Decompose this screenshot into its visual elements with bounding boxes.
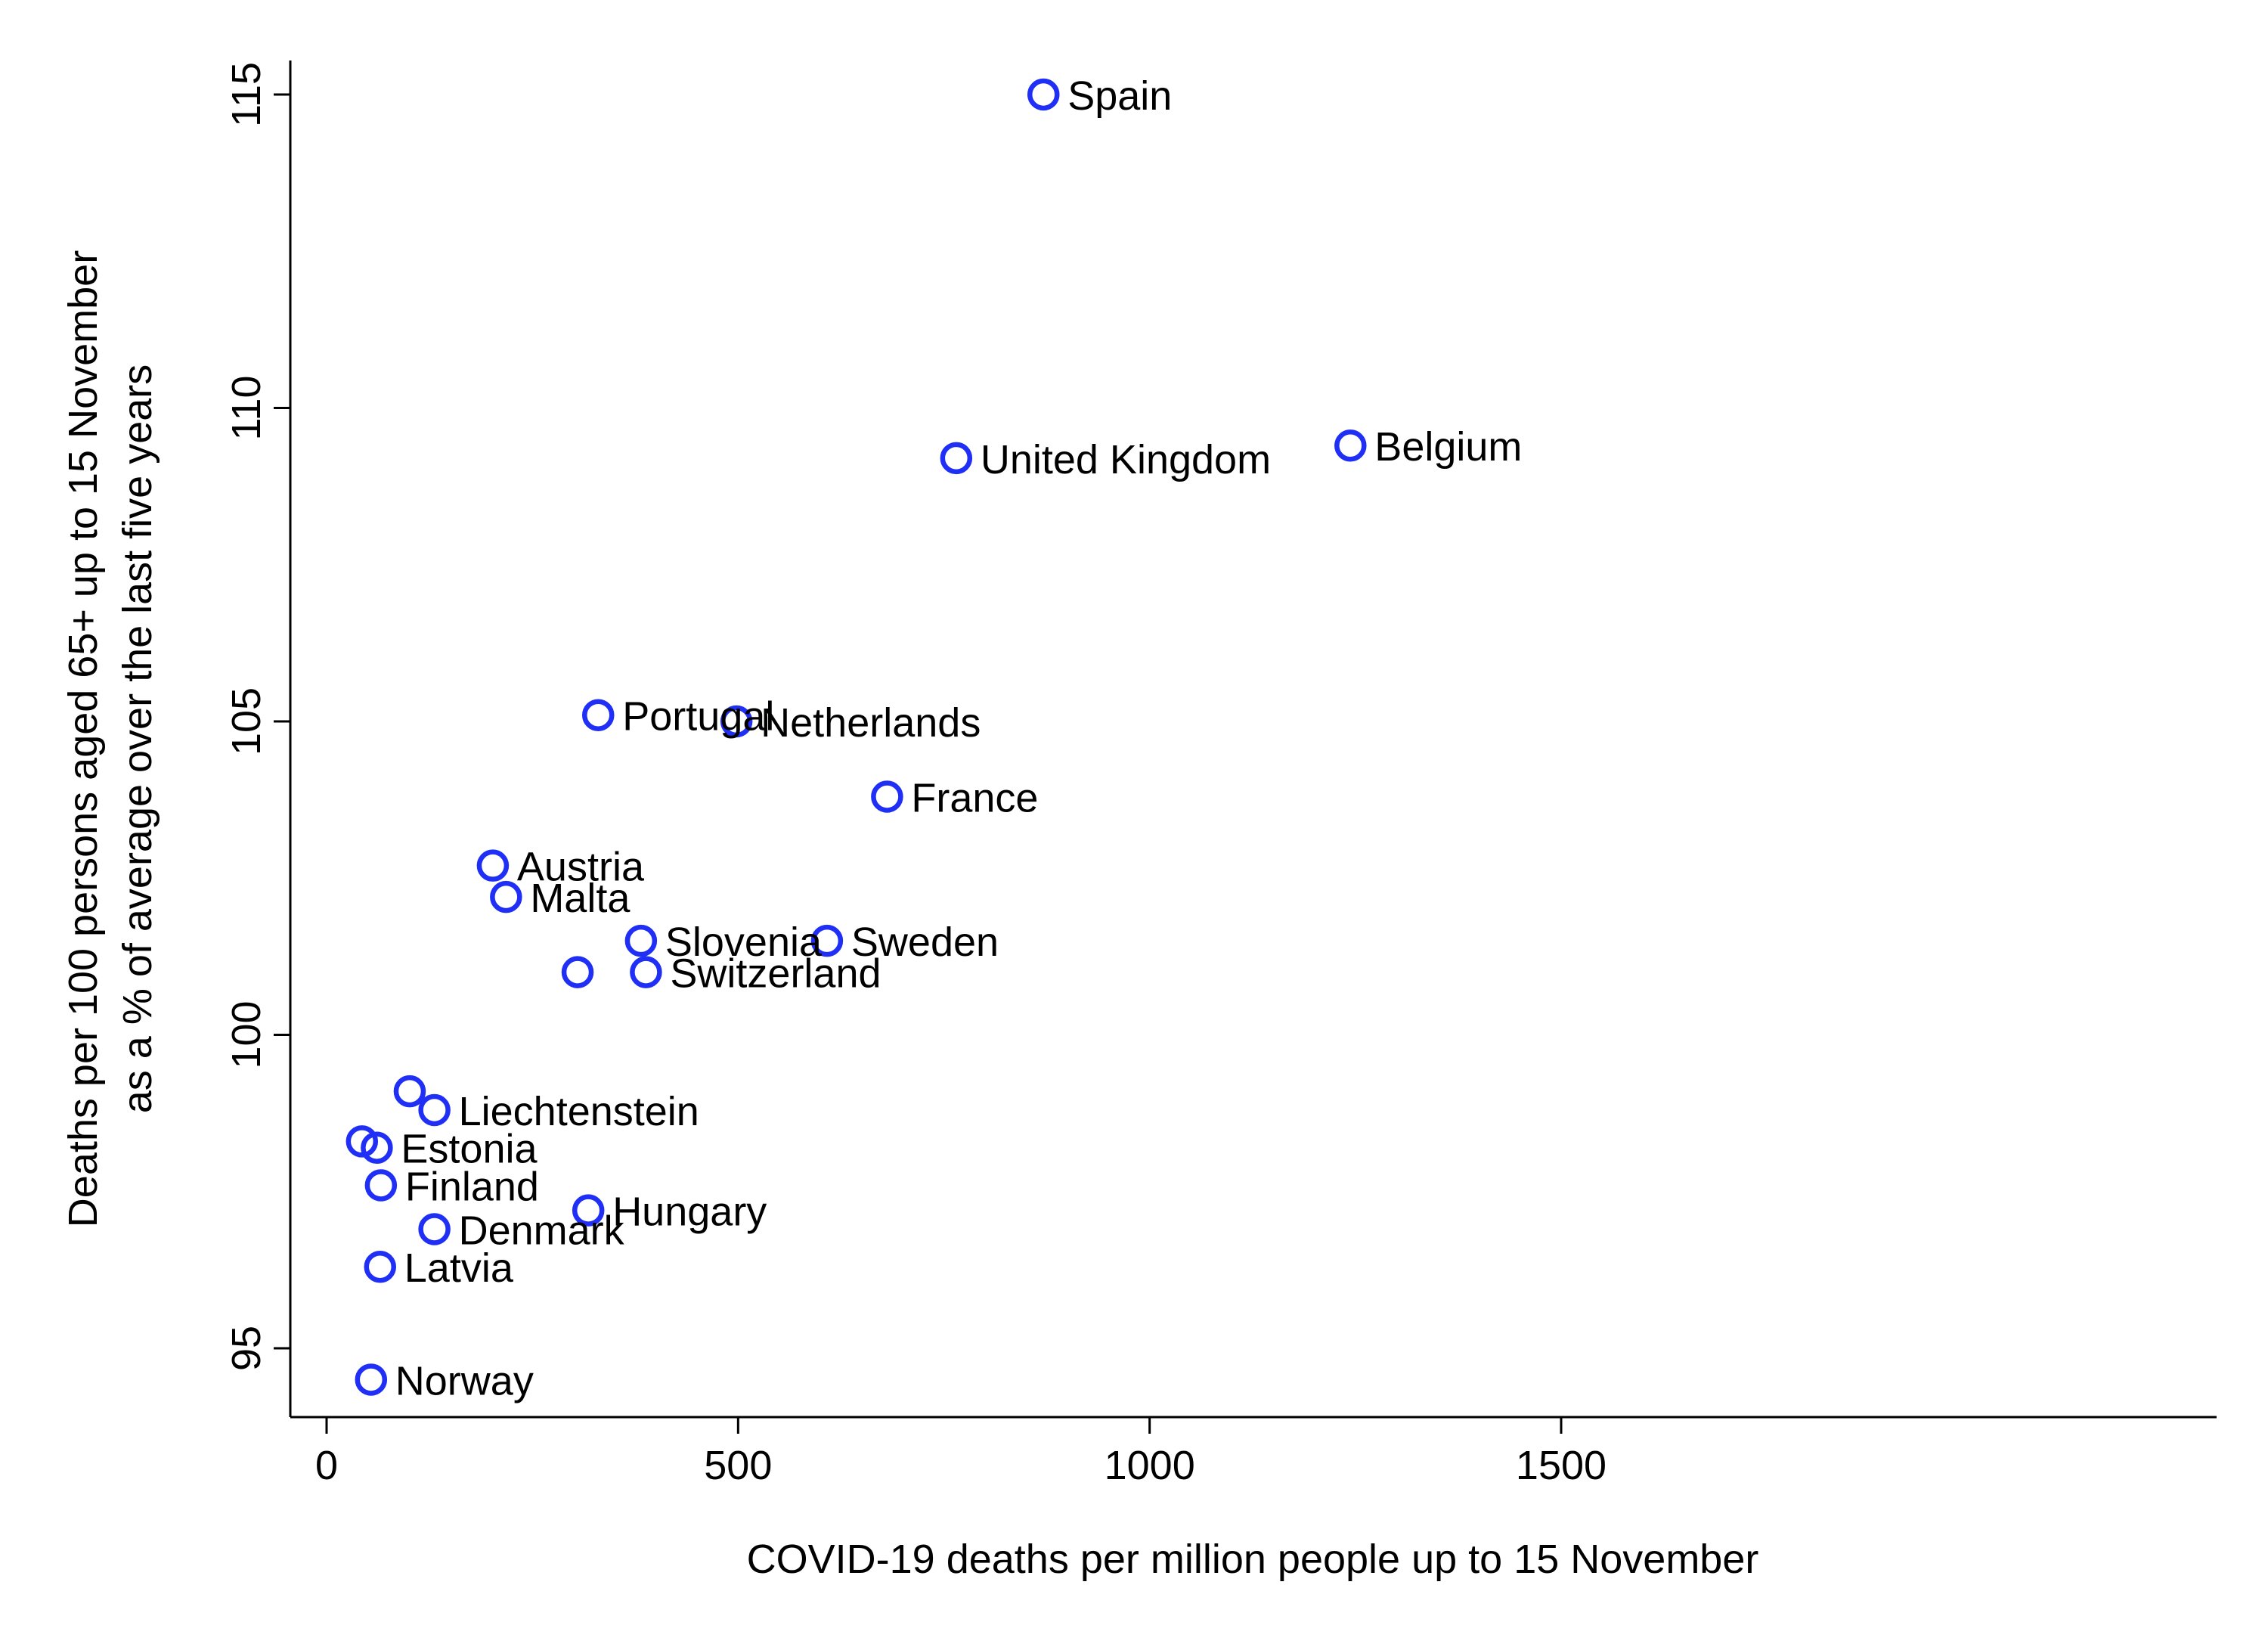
data-point	[490, 880, 522, 913]
point-label: France	[911, 775, 1038, 820]
point-label: Finland	[405, 1164, 539, 1209]
y-tick-label: 100	[224, 1000, 269, 1068]
data-point	[355, 1363, 388, 1396]
data-point	[345, 1125, 379, 1158]
point-label: Sweden	[851, 920, 999, 965]
data-point	[476, 849, 510, 882]
y-tick-label: 115	[224, 62, 269, 127]
y-tick-label: 95	[224, 1326, 269, 1371]
point-labels: Spain United Kingdom Belgium PortugalNether…	[395, 73, 1523, 1403]
x-tick-label: 1500	[1516, 1443, 1606, 1488]
y-axis-title-line-2: as a % of average over the last five yea…	[115, 364, 160, 1114]
data-point	[561, 956, 594, 988]
data-point	[393, 1075, 426, 1108]
point-label: Latvia	[404, 1245, 514, 1291]
data-point	[940, 442, 973, 475]
data-point	[364, 1250, 397, 1283]
data-point	[1334, 429, 1367, 462]
point-label: Hungary	[612, 1189, 767, 1235]
y-axis-title-line-1: Deaths per 100 persons aged 65+ up to 15…	[60, 250, 106, 1227]
point-label: Estonia	[401, 1127, 538, 1172]
x-axis-title: COVID-19 deaths per million people up to…	[747, 1537, 1759, 1582]
data-point	[720, 705, 753, 738]
point-label: Slovenia	[665, 920, 823, 965]
point-label: Belgium	[1374, 424, 1522, 470]
data-point	[624, 924, 658, 957]
data-point	[1027, 78, 1060, 111]
data-point	[871, 780, 903, 813]
point-label: Portugal	[622, 694, 774, 740]
y-ticks: 95 100 105 110 115	[224, 62, 290, 1371]
point-label: United Kingdom	[981, 437, 1271, 482]
x-tick-label: 1000	[1105, 1443, 1195, 1488]
point-label: Switzerland	[670, 951, 881, 997]
data-point	[630, 956, 662, 988]
data-point	[572, 1194, 605, 1227]
point-label: Norway	[395, 1358, 534, 1403]
x-tick-label: 0	[315, 1443, 338, 1488]
data-point	[582, 699, 615, 731]
point-label: Spain	[1067, 73, 1172, 119]
point-label: Austria	[517, 845, 645, 890]
y-tick-label: 105	[224, 687, 269, 755]
data-point	[418, 1093, 451, 1127]
y-tick-label: 110	[224, 375, 269, 440]
data-point	[418, 1213, 451, 1245]
point-label: Netherlands	[761, 700, 981, 746]
point-label: Liechtenstein	[459, 1089, 699, 1134]
data-point	[364, 1169, 398, 1202]
point-label: Malta	[530, 876, 631, 921]
data-point	[810, 924, 844, 957]
axes	[289, 60, 2217, 1419]
data-point	[361, 1131, 393, 1164]
x-tick-label: 500	[704, 1443, 772, 1488]
data-points	[345, 78, 1367, 1396]
y-axis-title: Deaths per 100 persons aged 65+ up to 15…	[60, 250, 160, 1227]
point-label: Denmark	[459, 1208, 625, 1253]
x-ticks: 0 500 1000 1500	[315, 1417, 1606, 1488]
